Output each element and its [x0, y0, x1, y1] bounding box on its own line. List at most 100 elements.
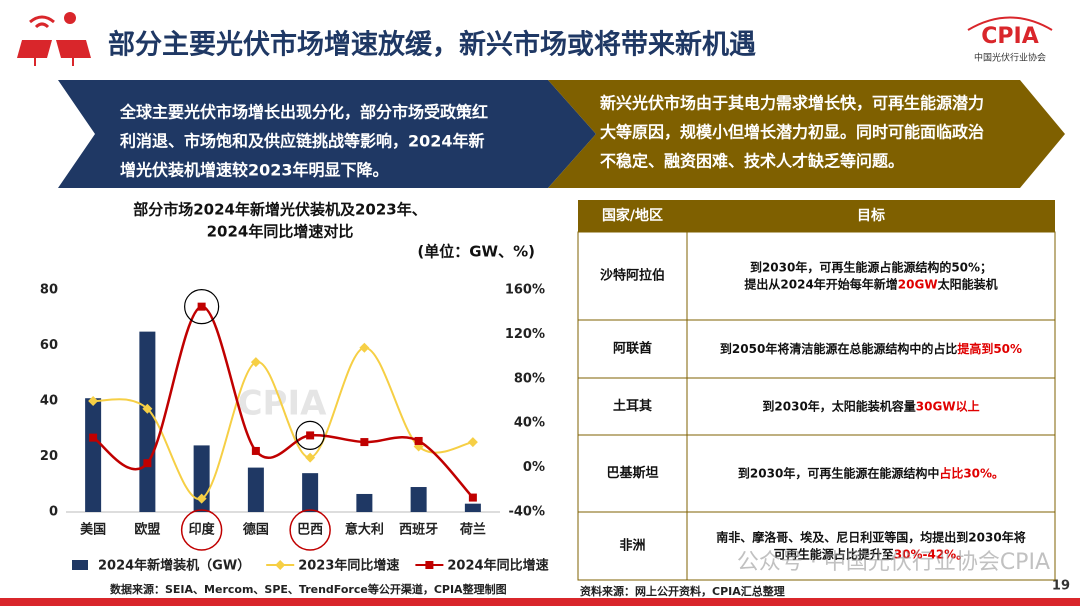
- table-region: 土耳其: [613, 398, 652, 414]
- highlight-circle: [289, 509, 331, 551]
- banner-text: 全球主要光伏市场增长出现分化，部分市场受政策红: [119, 103, 488, 122]
- table-row: [577, 434, 1056, 513]
- table-target-segment: 到2050年将清洁能源在总能源结构中的占比: [720, 341, 957, 356]
- slide-title: 部分主要光伏市场增速放缓，新兴市场或将带来新机遇: [108, 29, 756, 61]
- bar: [356, 493, 373, 512]
- legend-label: 2024年同比增速: [447, 558, 548, 574]
- banner-text: 不稳定、融资困难、技术人才缺乏等问题。: [600, 152, 904, 171]
- x-tick-label: 意大利: [345, 522, 384, 538]
- banner-text: 大等原因，规模小但增长潜力初显。同时可能面临政治: [600, 123, 984, 142]
- chart-title: 部分市场2024年新增光伏装机及2023年、: [133, 201, 427, 219]
- banner-text: 新兴光伏市场由于其电力需求增长快，可再生能源潜力: [600, 94, 984, 113]
- table-row: [577, 319, 1056, 379]
- x-tick-label: 欧盟: [134, 522, 160, 538]
- table-region: 非洲: [619, 538, 645, 554]
- marker: [88, 396, 99, 406]
- y-tick-label: 60: [40, 338, 58, 353]
- y-tick-label: 80: [40, 283, 58, 298]
- bar: [410, 487, 427, 512]
- table-target-segment: 南非、摩洛哥、埃及、尼日利亚等国，均提出到2030年将: [716, 529, 1025, 544]
- page-number: 19: [1052, 579, 1070, 594]
- table-target: 提出从2024年开始每年新增20GW太阳能装机: [744, 276, 997, 291]
- x-tick-label: 巴西: [297, 523, 323, 538]
- logo: CPIA 中国光伏行业协会: [967, 16, 1053, 64]
- table-target-segment: 到2030年，太阳能装机容量: [762, 398, 915, 413]
- table-target: 到2030年，太阳能装机容量30GW以上: [762, 398, 979, 413]
- legend-swatch: [275, 560, 286, 570]
- y2-tick-label: 0%: [523, 460, 545, 475]
- y-tick-label: 0: [49, 505, 58, 520]
- banner-text: 利消退、市场饱和及供应链挑战等影响，2024年新: [120, 132, 485, 151]
- table-target-segment: 30GW以上: [916, 398, 980, 413]
- y2-tick-label: 80%: [514, 371, 545, 386]
- legend-swatch: [425, 561, 434, 569]
- chart-title: 2024年同比增速对比: [207, 223, 354, 241]
- bar: [247, 467, 264, 512]
- highlight-circle: [180, 509, 223, 551]
- marker: [306, 431, 315, 440]
- y-tick-label: 20: [40, 449, 58, 464]
- table-region: 沙特阿拉伯: [600, 268, 665, 284]
- table-header: 国家/地区: [602, 207, 663, 224]
- bar: [139, 331, 156, 512]
- table-header: 目标: [857, 207, 885, 224]
- table-target-segment: 到2030年，可再生能源在能源结构中: [738, 465, 939, 480]
- marker: [414, 436, 423, 445]
- banner-right: [548, 80, 1065, 188]
- highlight-circle: [184, 289, 220, 325]
- marker: [305, 452, 316, 463]
- table-target-segment: 到2030年，可再生能源占能源结构的50%；: [750, 259, 992, 274]
- table-target-segment: 占比30%。: [939, 465, 1004, 480]
- table-target: 可再生能源占比提升至30%-42%。: [774, 546, 968, 561]
- table-region: 阿联酋: [613, 341, 652, 357]
- x-tick-label: 西班牙: [399, 522, 438, 538]
- chart-source: 数据来源：SEIA、Mercom、SPE、TrendForce等公开渠道，CPI…: [110, 582, 507, 596]
- logo-subtext: 中国光伏行业协会: [974, 52, 1046, 64]
- marker: [89, 433, 98, 442]
- marker: [250, 357, 261, 368]
- marker: [197, 302, 206, 311]
- table-target-segment: 提出从2024年开始每年新增: [744, 276, 897, 291]
- marker: [359, 342, 370, 353]
- banner-left: [58, 80, 596, 188]
- table-row: [577, 511, 1056, 581]
- bar: [85, 398, 102, 512]
- legend-label: 2023年同比增速: [298, 558, 399, 574]
- table-row: [577, 377, 1056, 436]
- marker: [196, 493, 207, 504]
- logo-text: CPIA: [981, 24, 1038, 49]
- x-tick-label: 印度: [189, 522, 216, 538]
- table-source: 资料来源：网上公开资料，CPIA汇总整理: [580, 584, 785, 598]
- line: [92, 346, 474, 500]
- table-target-segment: 太阳能装机: [938, 276, 998, 291]
- x-tick-label: 德国: [243, 522, 269, 538]
- y-tick-label: 40: [40, 394, 58, 409]
- table-target: 到2030年，可再生能源占能源结构的50%；: [750, 259, 992, 274]
- solar-icon: [17, 12, 91, 66]
- y2-tick-label: 120%: [505, 327, 545, 342]
- table-header-bg: [578, 200, 1055, 232]
- x-tick-label: 美国: [80, 522, 106, 538]
- bottom-bar: [0, 598, 1080, 606]
- table-region: 巴基斯坦: [606, 465, 658, 481]
- marker: [142, 403, 153, 414]
- highlight-circle: [295, 420, 325, 451]
- y2-tick-label: 40%: [514, 416, 545, 431]
- legend-swatch: [72, 560, 88, 570]
- table-target: 到2030年，可再生能源在能源结构中占比30%。: [738, 465, 1004, 480]
- marker: [468, 493, 477, 502]
- marker: [251, 446, 260, 455]
- chart-unit: (单位：GW、%): [417, 243, 535, 261]
- table-target-segment: 可再生能源占比提升至: [774, 546, 894, 561]
- bar: [464, 503, 481, 512]
- marker: [360, 438, 369, 447]
- bar: [302, 473, 319, 512]
- y2-tick-label: -40%: [508, 505, 545, 520]
- watermark: 公众号 · 中国光伏行业协会CPIA: [737, 550, 1050, 575]
- table-target-segment: 提高到50%: [957, 341, 1022, 356]
- x-tick-label: 荷兰: [459, 522, 486, 538]
- banner-text: 增光伏装机增速较2023年明显下降。: [120, 161, 389, 180]
- marker: [143, 459, 152, 468]
- table-target-segment: 20GW: [898, 277, 938, 291]
